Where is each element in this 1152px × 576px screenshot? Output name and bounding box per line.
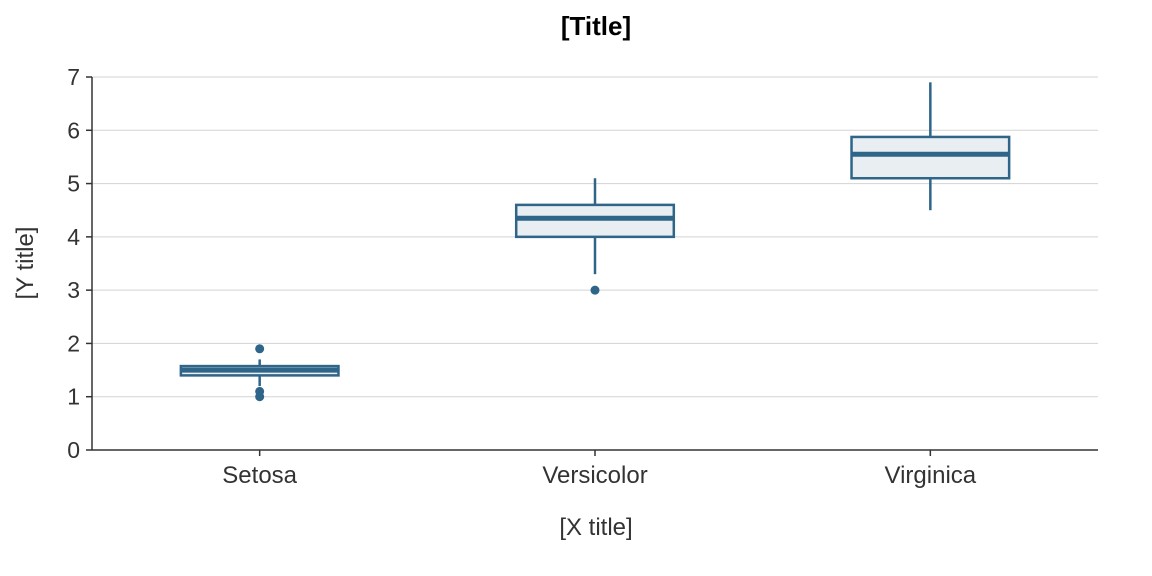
x-tick-label-virginica: Virginica [885, 462, 977, 489]
iqr-box [514, 203, 676, 239]
outlier-point [255, 386, 265, 396]
y-tick-label: 4 [67, 224, 80, 250]
y-tick-label: 6 [67, 117, 80, 143]
y-tick-label: 0 [67, 437, 80, 463]
x-tick-label-setosa: Setosa [222, 462, 297, 489]
y-tick-label: 5 [67, 171, 80, 197]
outlier-point [255, 344, 265, 354]
chart-title: [Title] [561, 11, 631, 41]
iqr-box [850, 135, 1011, 180]
x-tick-labels: Setosa Versicolor Virginica [222, 462, 976, 489]
y-tick-label: 3 [67, 277, 80, 303]
y-tick-label: 7 [67, 64, 80, 90]
box-virginica [850, 82, 1011, 211]
boxes [179, 82, 1011, 402]
box-setosa [179, 344, 340, 402]
y-tick-labels: 0 1 2 3 4 5 6 7 [67, 64, 80, 463]
y-tick-label: 1 [67, 384, 80, 410]
x-axis-title: [X title] [559, 514, 632, 541]
box-versicolor [514, 178, 676, 295]
outlier-point [590, 285, 600, 295]
x-tick-label-versicolor: Versicolor [542, 462, 647, 489]
axes [86, 76, 1098, 456]
y-tick-label: 2 [67, 330, 80, 356]
y-axis-title: [Y title] [12, 227, 39, 300]
